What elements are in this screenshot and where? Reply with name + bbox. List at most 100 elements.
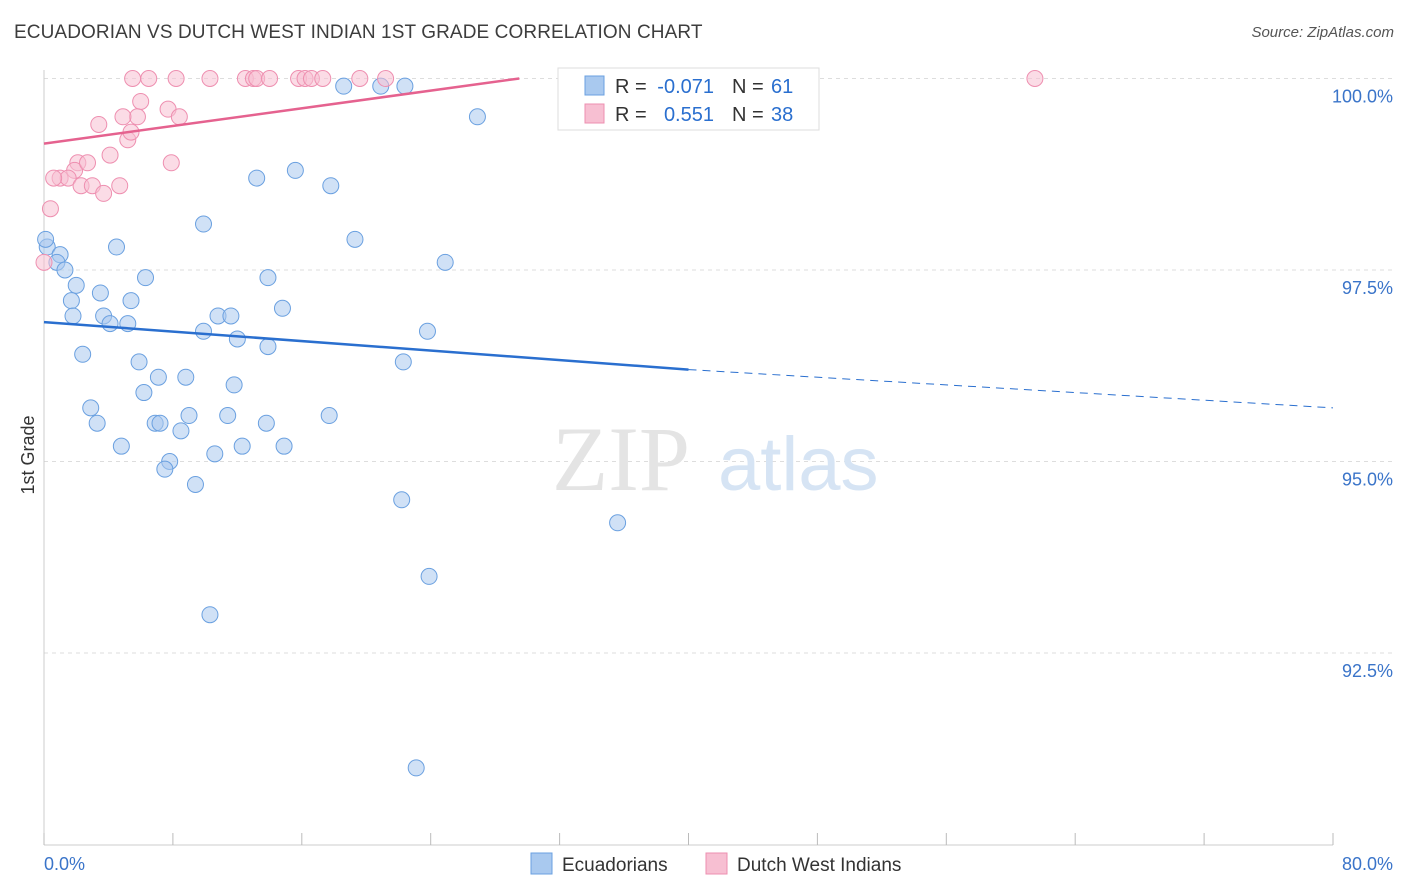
point-ecuadorians: [275, 437, 293, 455]
point-ecuadorians: [135, 384, 153, 402]
point-ecuadorians: [67, 276, 85, 294]
x-tick-label-max: 80.0%: [1342, 854, 1393, 874]
y-tick-label: 95.0%: [1342, 470, 1393, 490]
point-ecuadorians: [151, 414, 169, 432]
point-dutch-west-indians: [167, 70, 185, 87]
legend-n-label-pink: N =: [732, 104, 764, 126]
chart-title: ECUADORIAN VS DUTCH WEST INDIAN 1ST GRAD…: [14, 22, 703, 43]
point-ecuadorians: [228, 330, 246, 348]
point-ecuadorians: [609, 514, 627, 532]
y-tick-label: 97.5%: [1342, 278, 1393, 298]
point-ecuadorians: [233, 437, 251, 455]
point-dutch-west-indians: [124, 70, 142, 87]
series-legend-swatch-dutch-west-indians: [705, 852, 728, 875]
trend-lines: [43, 77, 1334, 409]
point-ecuadorians: [74, 345, 92, 363]
legend-swatch-pink: [584, 103, 605, 124]
legend-n-label-blue: N =: [732, 76, 764, 98]
point-ecuadorians: [201, 606, 219, 624]
y-tick-label: 100.0%: [1332, 87, 1393, 107]
point-ecuadorians: [206, 445, 224, 463]
trend-line-dutch-west-indians: [43, 77, 520, 145]
point-ecuadorians: [112, 437, 130, 455]
x-tick-label-min: 0.0%: [44, 854, 85, 874]
point-dutch-west-indians: [1026, 70, 1044, 87]
point-dutch-west-indians: [95, 184, 113, 202]
point-ecuadorians: [195, 322, 213, 340]
point-dutch-west-indians: [128, 108, 146, 126]
watermark: ZIP atlas: [552, 408, 879, 510]
point-ecuadorians: [195, 215, 213, 233]
point-ecuadorians: [346, 230, 364, 248]
legend-n-value-pink: 38: [771, 104, 793, 126]
point-ecuadorians: [177, 368, 195, 386]
point-dutch-west-indians: [314, 70, 332, 87]
legend-r-label-blue: R =: [615, 76, 647, 98]
legend-r-value-blue: -0.071: [657, 76, 714, 98]
point-dutch-west-indians: [261, 70, 279, 87]
series-legend-label-dutch-west-indians: Dutch West Indians: [737, 855, 901, 876]
stats-legend: R = -0.071 N = 61 R = 0.551 N = 38: [557, 67, 820, 131]
point-ecuadorians: [322, 177, 340, 195]
axes: [43, 70, 1334, 846]
point-ecuadorians: [225, 376, 243, 394]
point-ecuadorians: [64, 307, 82, 325]
point-ecuadorians: [257, 414, 275, 432]
point-ecuadorians: [186, 475, 204, 493]
trend-line-ecuadorians: [43, 320, 689, 371]
point-dutch-west-indians: [132, 92, 150, 110]
legend-r-value-pink: 0.551: [664, 104, 714, 126]
point-dutch-west-indians: [79, 154, 97, 172]
point-dutch-west-indians: [201, 70, 219, 87]
point-ecuadorians: [219, 407, 237, 425]
series-legend: Ecuadorians Dutch West Indians: [530, 852, 901, 876]
point-ecuadorians: [82, 399, 100, 417]
y-tick-labels: 92.5% 95.0% 97.5% 100.0%: [1332, 87, 1393, 682]
point-ecuadorians: [108, 238, 126, 256]
point-ecuadorians: [407, 759, 425, 777]
y-tick-label: 92.5%: [1342, 661, 1393, 681]
point-ecuadorians: [394, 353, 412, 371]
trend-line-ecuadorians-extension: [688, 369, 1334, 409]
point-ecuadorians: [130, 353, 148, 371]
point-dutch-west-indians: [162, 154, 180, 172]
legend-n-value-blue: 61: [771, 76, 793, 98]
point-ecuadorians: [418, 322, 436, 340]
point-dutch-west-indians: [377, 70, 395, 87]
point-dutch-west-indians: [45, 169, 63, 187]
point-ecuadorians: [335, 77, 353, 95]
point-ecuadorians: [91, 284, 109, 302]
point-ecuadorians: [286, 161, 304, 179]
point-ecuadorians: [101, 315, 119, 333]
y-axis-label: 1st Grade: [18, 415, 38, 494]
point-ecuadorians: [56, 261, 74, 279]
series-ecuadorians-points: [37, 77, 627, 777]
point-dutch-west-indians: [101, 146, 119, 164]
point-ecuadorians: [259, 338, 277, 356]
point-dutch-west-indians: [111, 177, 129, 195]
point-dutch-west-indians: [41, 200, 59, 218]
point-ecuadorians: [320, 407, 338, 425]
point-ecuadorians: [259, 269, 277, 287]
point-dutch-west-indians: [90, 115, 108, 133]
point-dutch-west-indians: [140, 70, 158, 87]
point-dutch-west-indians: [114, 108, 132, 126]
point-ecuadorians: [156, 460, 174, 478]
point-dutch-west-indians: [351, 70, 369, 87]
point-ecuadorians: [436, 253, 454, 271]
point-ecuadorians: [172, 422, 190, 440]
point-ecuadorians: [149, 368, 167, 386]
series-dutch-west-indians-points: [35, 70, 1044, 271]
point-dutch-west-indians: [35, 253, 53, 271]
point-ecuadorians: [222, 307, 240, 325]
point-ecuadorians: [37, 230, 55, 248]
point-ecuadorians: [62, 292, 80, 310]
point-ecuadorians: [180, 407, 198, 425]
point-ecuadorians: [396, 77, 414, 95]
point-dutch-west-indians: [170, 108, 188, 126]
legend-r-label-pink: R =: [615, 104, 647, 126]
legend-swatch-blue: [584, 75, 605, 96]
point-ecuadorians: [248, 169, 266, 187]
watermark-zip: ZIP: [552, 408, 690, 510]
point-ecuadorians: [393, 491, 411, 509]
